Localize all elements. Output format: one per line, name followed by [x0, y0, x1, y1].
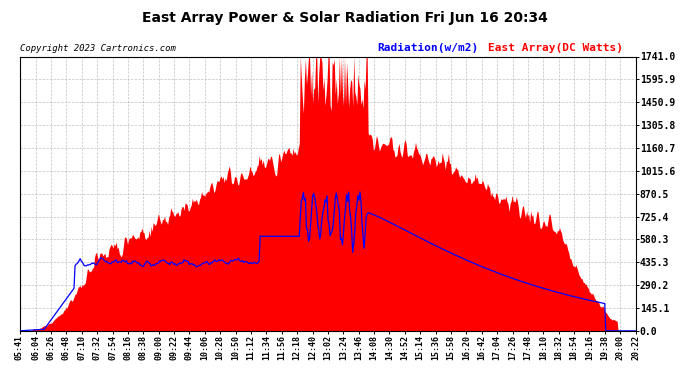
Text: Radiation(w/m2): Radiation(w/m2): [377, 43, 478, 53]
Text: Copyright 2023 Cartronics.com: Copyright 2023 Cartronics.com: [19, 44, 175, 53]
Text: East Array(DC Watts): East Array(DC Watts): [488, 43, 622, 53]
Text: East Array Power & Solar Radiation Fri Jun 16 20:34: East Array Power & Solar Radiation Fri J…: [142, 11, 548, 25]
